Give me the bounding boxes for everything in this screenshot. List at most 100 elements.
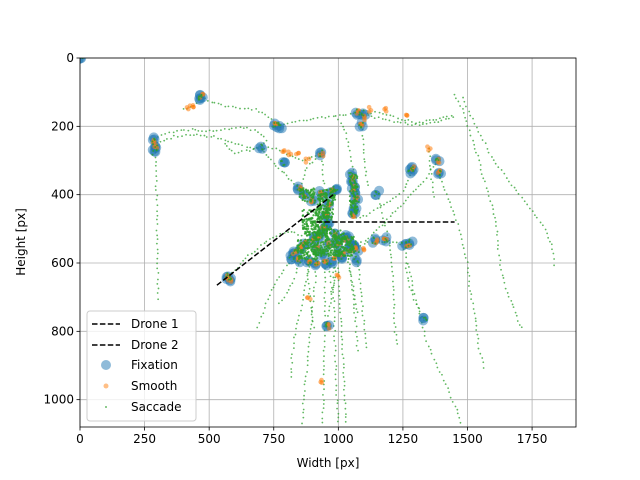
saccade-point [498, 254, 501, 257]
saccade-point [330, 218, 333, 221]
saccade-point [342, 232, 345, 235]
saccade-point [331, 212, 335, 216]
saccade-point [389, 249, 392, 252]
saccade-point [310, 313, 313, 316]
saccade-point [412, 168, 415, 171]
y-tick-label: 600 [51, 256, 74, 270]
saccade-point [365, 215, 368, 217]
saccade-point [301, 188, 305, 191]
saccade-point [553, 258, 556, 260]
saccade-point [438, 174, 441, 177]
saccade-point [311, 257, 314, 260]
saccade-point [506, 292, 509, 294]
saccade-point [327, 199, 330, 202]
saccade-point [373, 194, 376, 197]
saccade-point [411, 293, 414, 296]
saccade-point [496, 230, 499, 233]
saccade-point [182, 107, 185, 110]
saccade-point [496, 248, 499, 250]
saccade-point [268, 294, 271, 297]
saccade-point [334, 189, 337, 192]
saccade-point [465, 120, 468, 122]
saccade-point [217, 137, 219, 140]
saccade-point [503, 281, 506, 284]
saccade-point [205, 136, 208, 138]
saccade-point [333, 354, 336, 357]
saccade-point [411, 166, 414, 169]
saccade-point [404, 121, 407, 124]
saccade-point [324, 276, 327, 279]
saccade-point [154, 156, 157, 159]
saccade-point [330, 211, 334, 214]
saccade-point [319, 231, 322, 234]
saccade-point [325, 208, 328, 211]
saccade-point [354, 255, 357, 258]
saccade-point [267, 146, 270, 149]
saccade-point [421, 123, 424, 126]
saccade-point [316, 194, 320, 197]
saccade-point [328, 305, 331, 308]
fixation-point [80, 58, 86, 64]
saccade-point [321, 223, 324, 227]
saccade-point [334, 276, 337, 279]
saccade-point [428, 164, 431, 167]
saccade-point [304, 250, 307, 254]
saccade-point [399, 121, 402, 124]
saccade-point [304, 375, 307, 378]
saccade-point [345, 247, 348, 250]
saccade-point [348, 254, 351, 258]
saccade-point [305, 190, 308, 193]
saccade-point [334, 329, 337, 332]
saccade-point [325, 229, 329, 232]
saccade-point [454, 405, 457, 408]
saccade-point [339, 229, 342, 232]
saccade-point [333, 316, 336, 319]
saccade-point [327, 115, 330, 118]
saccade-point [163, 139, 166, 142]
saccade-point [320, 236, 323, 239]
saccade-point [494, 162, 497, 165]
saccade-point [332, 187, 335, 190]
saccade-point [326, 244, 329, 247]
saccade-point [362, 109, 365, 112]
saccade-point [302, 119, 305, 122]
legend-label-drone-1: Drone 1 [131, 317, 179, 331]
saccade-point [314, 263, 317, 266]
saccade-point [276, 279, 278, 281]
saccade-point [468, 274, 471, 277]
saccade-point [422, 316, 425, 319]
saccade-point [350, 201, 353, 204]
saccade-point [302, 252, 305, 255]
saccade-point [293, 342, 295, 345]
saccade-point [156, 194, 159, 197]
saccade-point [336, 230, 339, 233]
saccade-point [418, 312, 421, 315]
saccade-point [339, 248, 342, 251]
saccade-point [448, 391, 451, 394]
saccade-point [449, 396, 452, 399]
saccade-point [239, 263, 242, 265]
saccade-point [290, 376, 293, 378]
saccade-point [320, 116, 323, 118]
saccade-point [301, 198, 304, 202]
saccade-point [351, 172, 354, 175]
saccade-point [348, 171, 351, 174]
saccade-point [552, 252, 555, 255]
saccade-point [466, 261, 469, 263]
saccade-point [457, 100, 460, 103]
saccade-point [154, 189, 157, 191]
saccade-point [314, 211, 317, 215]
saccade-point [241, 144, 243, 147]
saccade-point [440, 119, 443, 122]
saccade-point [155, 170, 158, 172]
saccade-point [309, 190, 312, 193]
saccade-point [307, 292, 310, 295]
saccade-point [374, 110, 376, 113]
saccade-point [379, 206, 382, 209]
saccade-point [298, 314, 300, 317]
saccade-point [311, 161, 314, 164]
saccade-point [309, 118, 312, 121]
y-axis-label: Height [px] [14, 208, 28, 276]
saccade-point [404, 267, 407, 270]
saccade-point [468, 285, 470, 287]
